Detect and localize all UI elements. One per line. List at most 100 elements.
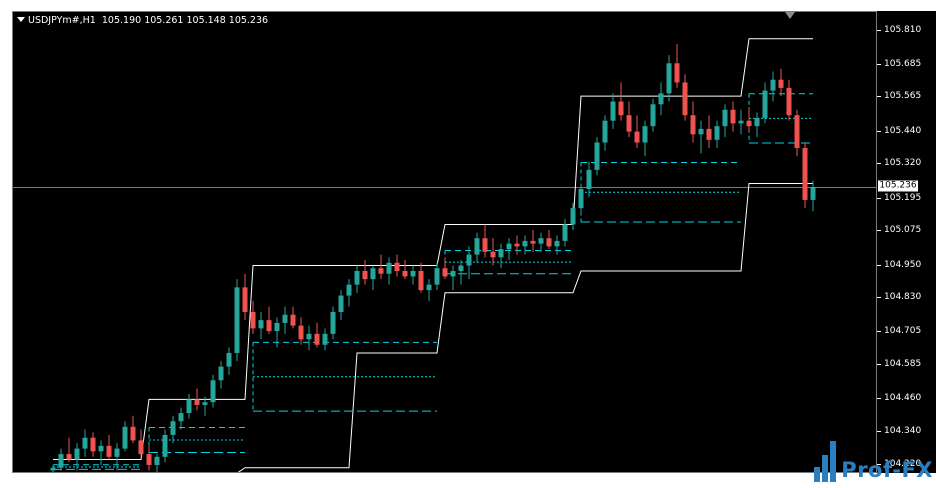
bull-candle	[602, 120, 608, 143]
bear-candle	[90, 437, 96, 452]
bear-candle	[298, 325, 304, 340]
bull-candle	[578, 188, 584, 209]
bull-candle	[386, 262, 392, 274]
bear-candle	[378, 268, 384, 274]
bull-candle	[114, 448, 120, 457]
chart-area[interactable]: USDJPYm#,H1 105.190 105.261 105.148 105.236	[12, 11, 877, 473]
bear-candle	[786, 87, 792, 116]
bull-candle	[450, 270, 456, 277]
bull-candle	[666, 63, 672, 94]
bear-candle	[194, 399, 200, 405]
bull-candle	[258, 320, 264, 329]
bull-candle	[50, 467, 56, 471]
bull-candle	[754, 117, 760, 127]
bull-candle	[162, 434, 168, 457]
bear-candle	[730, 109, 736, 124]
bear-candle	[746, 120, 752, 127]
price-tick-mark	[877, 230, 881, 232]
price-tick-mark	[877, 464, 881, 465]
channel-lower-line	[237, 183, 813, 472]
bull-candle	[234, 287, 240, 353]
close-price: 105.236	[228, 15, 269, 26]
bull-candle	[762, 90, 768, 118]
bull-candle	[722, 109, 728, 127]
bear-candle	[402, 270, 408, 277]
bull-candle	[322, 333, 328, 345]
price-tick-mark	[877, 163, 881, 165]
price-tick-mark	[877, 398, 881, 400]
bull-candle	[210, 380, 216, 403]
price-tick-label: 104.830	[884, 292, 922, 303]
bull-candle	[610, 101, 616, 121]
price-tick-label: 104.585	[884, 359, 922, 370]
bear-candle	[66, 454, 72, 460]
price-tick-mark	[877, 197, 881, 199]
bull-candle	[538, 238, 544, 244]
bull-candle	[82, 437, 88, 449]
price-tick-mark	[877, 364, 881, 366]
bull-candle	[594, 142, 600, 170]
price-tick-mark	[877, 297, 881, 299]
bull-candle	[810, 187, 816, 200]
bear-candle	[618, 101, 624, 116]
price-tick-mark	[877, 331, 881, 333]
bull-candle	[570, 208, 576, 225]
low-price: 105.148	[186, 15, 226, 26]
price-axis[interactable]: 105.810 105.685 105.565 105.440 105.320 105.1…	[877, 11, 936, 473]
bull-candle	[274, 322, 280, 332]
bull-candle	[770, 79, 776, 91]
bull-candle	[650, 104, 656, 127]
price-chart[interactable]	[13, 12, 877, 473]
bear-candle	[674, 63, 680, 83]
bear-candle	[418, 270, 424, 291]
bear-candle	[626, 115, 632, 132]
bear-candle	[634, 131, 640, 143]
channel-upper-line	[53, 38, 813, 460]
dropdown-arrow-icon[interactable]	[17, 17, 25, 22]
bull-candle	[658, 93, 664, 105]
price-tick-mark	[877, 96, 881, 98]
bull-candle	[410, 270, 416, 277]
bull-candle	[346, 284, 352, 296]
bull-candle	[434, 268, 440, 285]
bear-candle	[138, 440, 144, 455]
bull-candle	[370, 268, 376, 280]
price-tick-label: 105.075	[884, 225, 922, 236]
bull-candle	[522, 240, 528, 247]
bull-candle	[98, 445, 104, 452]
bear-candle	[146, 454, 152, 465]
bull-candle	[458, 265, 464, 271]
bear-candle	[778, 79, 784, 88]
bear-candle	[490, 251, 496, 258]
bear-candle	[250, 311, 256, 329]
bull-candle	[154, 456, 160, 465]
price-tick-label: 105.195	[884, 192, 922, 203]
price-tick-mark	[877, 264, 881, 266]
bull-candle	[354, 270, 360, 285]
bull-candle	[474, 238, 480, 255]
bear-candle	[290, 314, 296, 326]
bull-candle	[338, 295, 344, 312]
bear-candle	[706, 128, 712, 140]
bear-candle	[394, 262, 400, 271]
bull-candle	[698, 128, 704, 135]
bear-candle	[314, 333, 320, 345]
bull-candle	[186, 399, 192, 414]
bull-candle	[426, 284, 432, 291]
bull-candle	[738, 120, 744, 124]
chart-shift-marker-icon[interactable]	[785, 12, 795, 19]
bull-candle	[562, 224, 568, 241]
bull-candle	[282, 314, 288, 323]
open-price: 105.190	[101, 15, 142, 26]
price-tick-mark	[877, 130, 881, 132]
bear-candle	[546, 238, 552, 247]
bear-candle	[482, 238, 488, 252]
bear-candle	[442, 268, 448, 277]
bull-candle	[122, 426, 128, 449]
bull-candle	[498, 249, 504, 258]
bear-candle	[130, 426, 136, 441]
price-tick-mark	[877, 29, 881, 31]
bear-candle	[242, 287, 248, 312]
price-tick-label: 105.440	[884, 125, 922, 136]
bear-candle	[106, 445, 112, 457]
